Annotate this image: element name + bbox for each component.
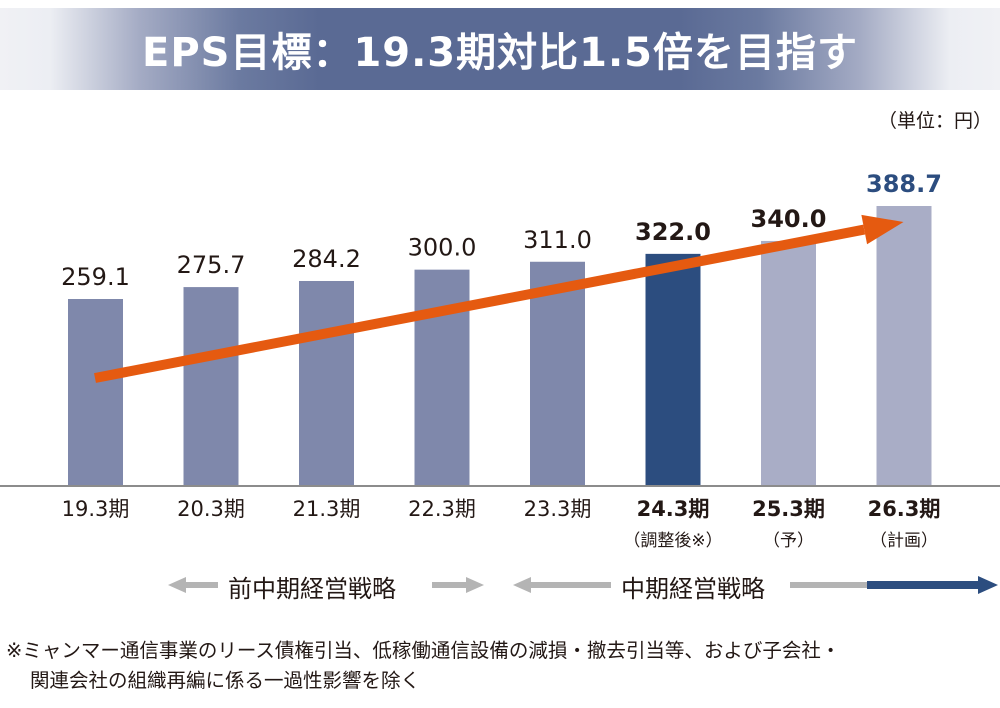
value-label: 275.7 <box>177 251 246 279</box>
prev-strategy-right-arrow-icon <box>432 577 484 593</box>
category-sublabel: （計画） <box>870 531 938 551</box>
value-label: 340.0 <box>751 205 827 233</box>
unit-label: （単位：円） <box>877 110 992 132</box>
curr-strategy-right-arrow-gray <box>790 582 867 588</box>
category-labels-group: 19.3期 20.3期 21.3期 22.3期 23.3期 24.3期 （調整後※） 25.3… <box>62 497 941 551</box>
footnote-line-1: ※ミャンマー通信事業のリース債権引当、低稼働通信設備の減損・撤去引当等、および子… <box>6 639 841 662</box>
value-label: 322.0 <box>635 218 711 246</box>
chart-title: EPS目標：19.3期対比1.5倍を目指す <box>142 30 858 76</box>
curr-strategy-label: 中期経営戦略 <box>621 575 765 603</box>
category-label: 23.3期 <box>524 497 592 521</box>
bar-20.3期 <box>183 287 239 486</box>
value-label: 284.2 <box>292 245 361 273</box>
bar-23.3期 <box>530 261 585 486</box>
bar-26.3期 <box>876 206 932 486</box>
title-banner: EPS目標：19.3期対比1.5倍を目指す <box>0 8 1000 90</box>
value-label: 259.1 <box>61 263 130 291</box>
value-label: 388.7 <box>866 170 942 198</box>
bar-19.3期 <box>68 299 123 486</box>
category-label: 25.3期 <box>752 497 825 521</box>
strategy-periods: 前中期経営戦略 中期経営戦略 <box>0 565 1000 605</box>
trend-arrow <box>94 214 904 383</box>
category-label: 22.3期 <box>408 497 476 521</box>
bar-24.3期 <box>645 253 701 486</box>
value-label: 300.0 <box>408 234 477 262</box>
strategy-arrows <box>168 576 998 594</box>
bar-25.3期 <box>761 240 816 486</box>
value-labels-group: 259.1 275.7 284.2 300.0 311.0 322.0 340.0 388.7 <box>61 170 942 291</box>
bar-21.3期 <box>299 280 354 486</box>
trend-arrow-shaft <box>94 224 866 383</box>
value-label: 311.0 <box>523 226 592 254</box>
category-label: 20.3期 <box>177 497 245 521</box>
category-sublabel: （予） <box>763 531 814 551</box>
prev-strategy-label: 前中期経営戦略 <box>228 575 396 603</box>
trend-arrow-head <box>861 214 904 245</box>
category-sublabel: （調整後※） <box>623 531 722 551</box>
category-label: 21.3期 <box>293 497 361 521</box>
category-label: 19.3期 <box>62 497 130 521</box>
category-label: 26.3期 <box>868 497 941 521</box>
footnote: ※ミャンマー通信事業のリース債権引当、低稼働通信設備の減損・撤去引当等、および子… <box>6 636 840 696</box>
bar-22.3期 <box>414 269 470 486</box>
category-label: 24.3期 <box>637 497 710 521</box>
footnote-line-2: 関連会社の組織再編に係る一過性影響を除く <box>30 669 421 692</box>
bars-group <box>68 206 932 486</box>
prev-strategy-left-arrow-icon <box>168 577 218 593</box>
curr-strategy-left-arrow-icon <box>513 577 611 593</box>
curr-strategy-right-arrow-icon <box>867 576 998 594</box>
